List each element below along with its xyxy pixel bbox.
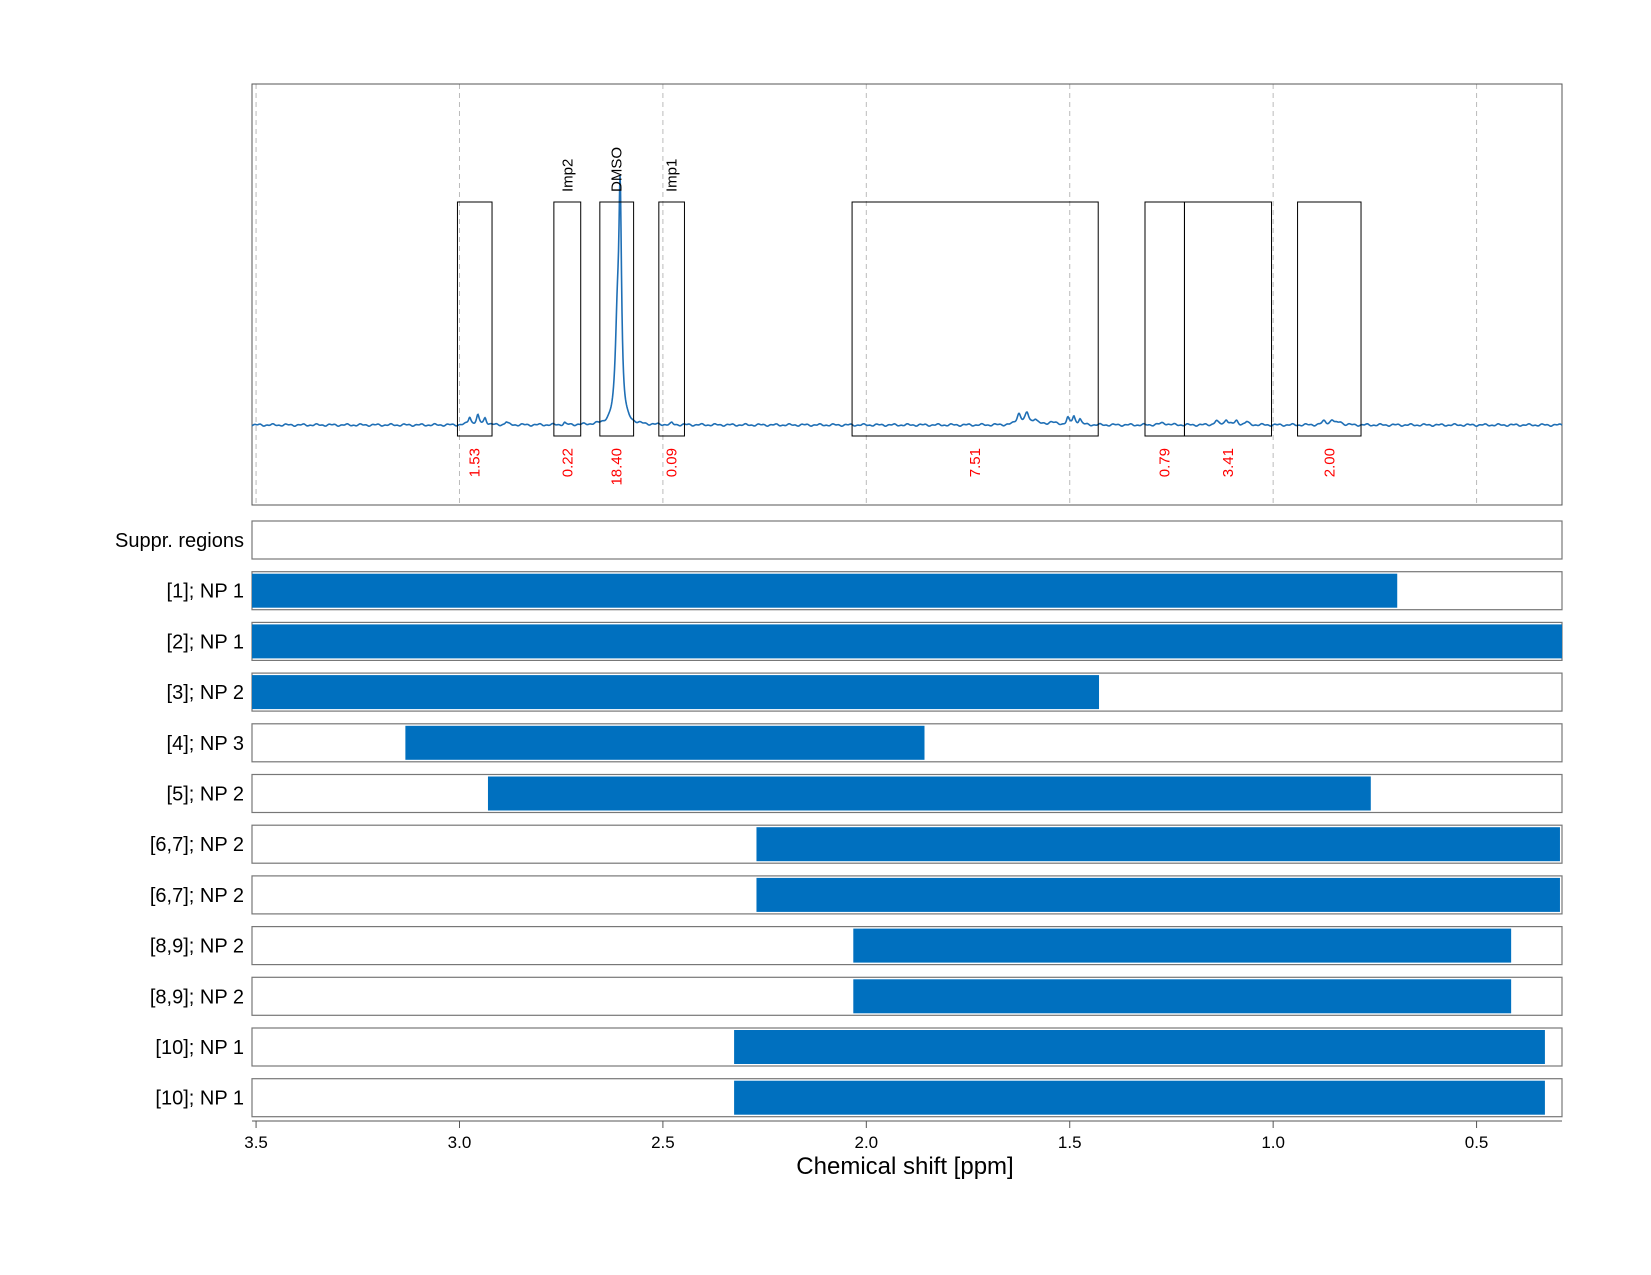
range-bar bbox=[853, 979, 1512, 1014]
integral-value: 0.09 bbox=[664, 448, 681, 477]
track-label: [8,9]; NP 2 bbox=[150, 936, 244, 958]
range-bar bbox=[756, 827, 1560, 862]
range-bar bbox=[252, 624, 1562, 659]
grid-layer bbox=[255, 84, 1478, 505]
integration-region bbox=[553, 201, 582, 437]
integration-region bbox=[456, 201, 493, 437]
track-label: [1]; NP 1 bbox=[167, 581, 244, 603]
range-bar bbox=[734, 1030, 1545, 1064]
integration-region bbox=[851, 201, 1099, 437]
spectrum-frame bbox=[251, 83, 1563, 506]
track-label: [8,9]; NP 2 bbox=[150, 986, 244, 1008]
range-bar bbox=[756, 877, 1560, 912]
track-label: [4]; NP 3 bbox=[167, 733, 244, 755]
track-label: [10]; NP 1 bbox=[155, 1037, 244, 1059]
integral-value: 2.00 bbox=[1321, 448, 1338, 477]
spectrum-line bbox=[251, 175, 1563, 428]
track-label: [5]; NP 2 bbox=[167, 784, 244, 806]
x-tick-label: 2.0 bbox=[854, 1133, 878, 1152]
x-tick-label: 1.0 bbox=[1261, 1133, 1285, 1152]
integration-region bbox=[1297, 201, 1362, 437]
integral-value: 0.22 bbox=[559, 448, 576, 477]
range-bar bbox=[487, 776, 1371, 811]
track-label: [10]; NP 1 bbox=[155, 1088, 244, 1110]
x-axis-label: Chemical shift [ppm] bbox=[796, 1153, 1013, 1180]
x-axis: 3.5 3.0 2.5 2.0 1.5 1.0 0.5 bbox=[244, 1120, 1562, 1152]
integration-region bbox=[1144, 201, 1185, 437]
x-tick-label: 1.5 bbox=[1058, 1133, 1082, 1152]
track-label: [6,7]; NP 2 bbox=[150, 834, 244, 856]
range-bar bbox=[252, 675, 1100, 710]
range-bar bbox=[853, 928, 1512, 963]
x-tick-label: 3.5 bbox=[244, 1133, 268, 1152]
range-bar bbox=[405, 725, 925, 760]
integration-region bbox=[1183, 201, 1273, 437]
integral-value: 1.53 bbox=[467, 448, 484, 477]
track-label: [3]; NP 2 bbox=[167, 682, 244, 704]
range-track bbox=[251, 520, 1563, 560]
region-label: Imp2 bbox=[559, 159, 576, 192]
integral-value: 0.79 bbox=[1157, 448, 1174, 477]
x-tick-label: 3.0 bbox=[448, 1133, 472, 1152]
integration-region bbox=[599, 201, 635, 437]
x-tick-label: 0.5 bbox=[1465, 1133, 1489, 1152]
integration-region bbox=[658, 201, 685, 437]
x-tick-label: 2.5 bbox=[651, 1133, 675, 1152]
range-bar bbox=[734, 1080, 1545, 1115]
integral-value: 18.40 bbox=[609, 448, 626, 486]
region-label: Imp1 bbox=[664, 159, 681, 192]
range-tracks: Suppr. regions [1]; NP 1 [2]; NP 1 [3]; NP … bbox=[115, 520, 1563, 1118]
track-label: Suppr. regions bbox=[115, 530, 244, 552]
track-label: [6,7]; NP 2 bbox=[150, 885, 244, 907]
spectrum-panel: 1.53 0.22 Imp2 18.40 DMSO 0.09 Imp1 7.51 0.79 3.4… bbox=[251, 83, 1563, 506]
integral-value: 7.51 bbox=[967, 448, 984, 477]
region-label: DMSO bbox=[609, 147, 626, 192]
integral-value: 3.41 bbox=[1220, 448, 1237, 477]
range-bar bbox=[252, 573, 1398, 608]
track-label: [2]; NP 1 bbox=[167, 631, 244, 653]
